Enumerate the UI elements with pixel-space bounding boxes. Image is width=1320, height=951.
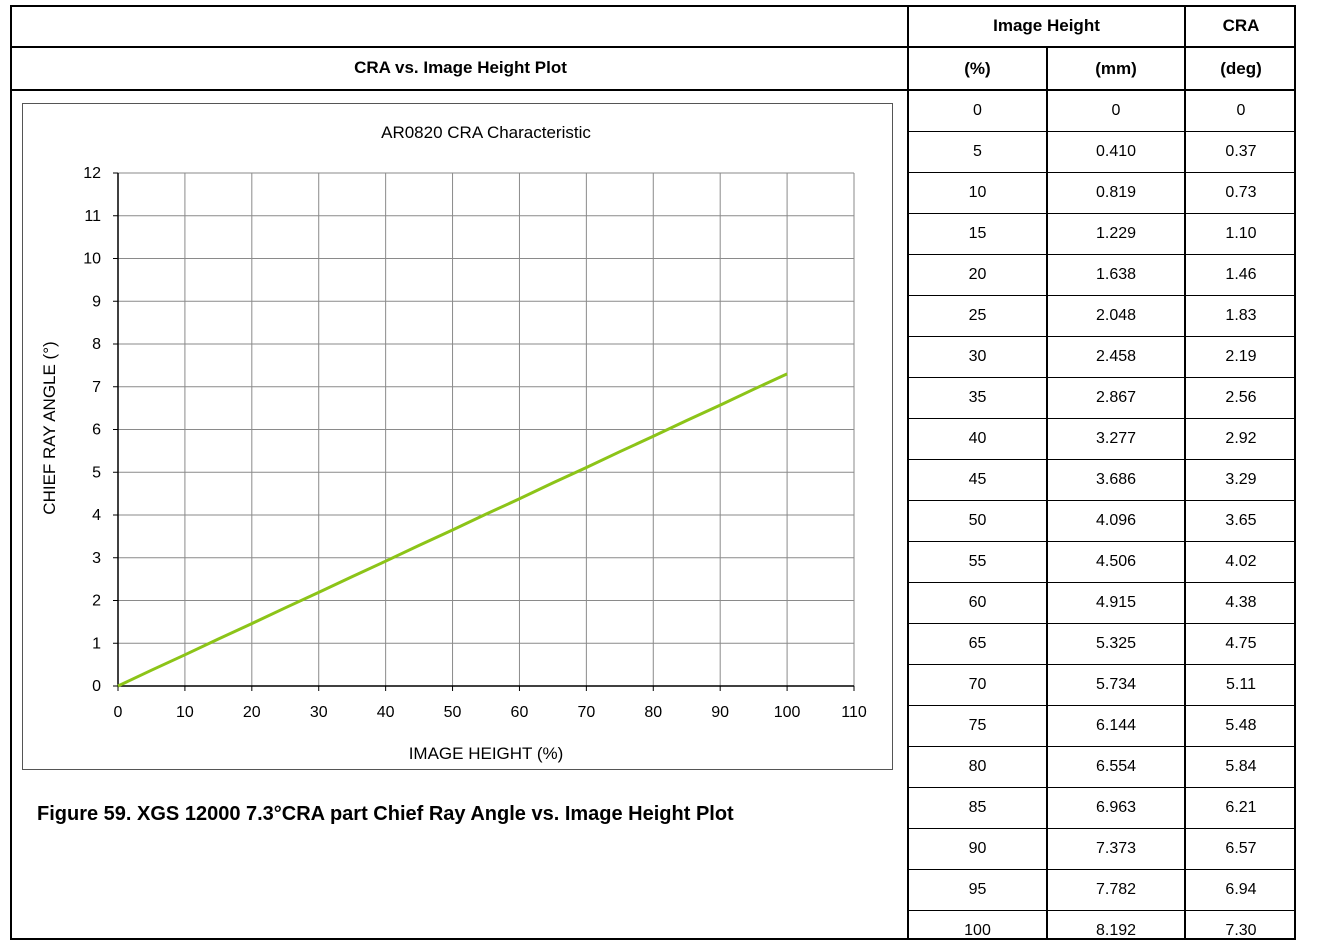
- cell-cra: 1.83: [1225, 307, 1257, 324]
- cell-cra: 0.73: [1225, 184, 1257, 201]
- cell-percent: 85: [968, 799, 987, 816]
- cell-cra: 1.46: [1225, 266, 1257, 283]
- row-divider: [907, 500, 1296, 501]
- cell-percent: 30: [968, 348, 987, 365]
- divider-col-percent-mm: [1046, 46, 1048, 940]
- row-divider: [907, 377, 1296, 378]
- row-divider: [907, 213, 1296, 214]
- cell-percent: 45: [968, 471, 987, 488]
- cell-mm: 4.915: [1095, 594, 1137, 611]
- cell-cra: 5.84: [1225, 758, 1257, 775]
- row-divider: [907, 131, 1296, 132]
- cell-mm: 6.144: [1095, 717, 1137, 734]
- cell-percent: 65: [968, 635, 987, 652]
- cell-percent: 55: [968, 553, 987, 570]
- subheader-mm: (mm): [1095, 58, 1137, 78]
- row-divider: [907, 541, 1296, 542]
- cell-mm: 3.686: [1095, 471, 1137, 488]
- cell-percent: 100: [964, 922, 991, 939]
- cell-percent: 70: [968, 676, 987, 693]
- cell-mm: 0.819: [1095, 184, 1137, 201]
- cell-mm: 4.506: [1095, 553, 1137, 570]
- cell-percent: 90: [968, 840, 987, 857]
- cell-percent: 0: [973, 102, 982, 119]
- divider-col-mm-deg: [1184, 5, 1186, 940]
- cell-mm: 1.229: [1095, 225, 1137, 242]
- figure-frame: [10, 5, 1296, 940]
- cell-percent: 40: [968, 430, 987, 447]
- cell-mm: 0: [1111, 102, 1121, 119]
- cell-cra: 2.19: [1225, 348, 1257, 365]
- row-divider: [907, 172, 1296, 173]
- cell-percent: 75: [968, 717, 987, 734]
- row-divider: [907, 910, 1296, 911]
- row-divider: [907, 295, 1296, 296]
- cell-mm: 0.410: [1095, 143, 1137, 160]
- cell-cra: 3.29: [1225, 471, 1257, 488]
- cell-cra: 7.30: [1225, 922, 1257, 939]
- cell-cra: 0.37: [1225, 143, 1257, 160]
- cell-percent: 60: [968, 594, 987, 611]
- cell-cra: 6.94: [1225, 881, 1257, 898]
- cell-cra: 6.57: [1225, 840, 1257, 857]
- cell-mm: 1.638: [1095, 266, 1137, 283]
- cell-percent: 80: [968, 758, 987, 775]
- cell-mm: 7.373: [1095, 840, 1137, 857]
- cell-percent: 25: [968, 307, 987, 324]
- cell-cra: 5.48: [1225, 717, 1257, 734]
- subheader-percent: (%): [964, 58, 991, 78]
- row-divider: [907, 869, 1296, 870]
- row-divider: [907, 705, 1296, 706]
- row-divider: [907, 254, 1296, 255]
- cell-mm: 2.048: [1095, 307, 1137, 324]
- chart-frame: [22, 103, 893, 770]
- header-cra: CRA: [1222, 15, 1260, 35]
- row-divider: [907, 582, 1296, 583]
- row-divider: [907, 746, 1296, 747]
- cell-percent: 95: [968, 881, 987, 898]
- cell-mm: 4.096: [1095, 512, 1137, 529]
- cell-cra: 6.21: [1225, 799, 1257, 816]
- cell-mm: 8.192: [1095, 922, 1137, 939]
- cell-cra: 2.92: [1225, 430, 1257, 447]
- cell-cra: 4.38: [1225, 594, 1257, 611]
- cell-percent: 20: [968, 266, 987, 283]
- row-divider: [907, 418, 1296, 419]
- cell-percent: 50: [968, 512, 987, 529]
- row-divider: [907, 336, 1296, 337]
- cell-cra: 2.56: [1225, 389, 1257, 406]
- cell-cra: 4.75: [1225, 635, 1257, 652]
- cell-cra: 0: [1236, 102, 1246, 119]
- cell-percent: 10: [968, 184, 987, 201]
- row-divider: [907, 623, 1296, 624]
- cell-mm: 6.554: [1095, 758, 1137, 775]
- subheader-deg: (deg): [1220, 58, 1262, 78]
- cell-mm: 6.963: [1095, 799, 1137, 816]
- row-divider: [907, 828, 1296, 829]
- row-divider: [907, 664, 1296, 665]
- divider-header-bottom: [10, 89, 1296, 91]
- cell-cra: 3.65: [1225, 512, 1257, 529]
- divider-header-top: [10, 46, 1296, 48]
- cell-mm: 2.867: [1095, 389, 1137, 406]
- plot-header: CRA vs. Image Height Plot: [354, 57, 567, 77]
- cell-cra: 4.02: [1225, 553, 1257, 570]
- header-image-height: Image Height: [993, 15, 1100, 35]
- cell-percent: 35: [968, 389, 987, 406]
- cell-mm: 5.325: [1095, 635, 1137, 652]
- cell-mm: 3.277: [1095, 430, 1137, 447]
- figure-caption: Figure 59. XGS 12000 7.3°CRA part Chief …: [37, 803, 734, 825]
- cell-mm: 5.734: [1095, 676, 1137, 693]
- cell-cra: 1.10: [1225, 225, 1257, 242]
- cell-percent: 15: [968, 225, 987, 242]
- cell-percent: 5: [973, 143, 982, 160]
- row-divider: [907, 459, 1296, 460]
- row-divider: [907, 787, 1296, 788]
- cell-mm: 2.458: [1095, 348, 1137, 365]
- cell-cra: 5.11: [1226, 676, 1256, 693]
- divider-plot-table: [907, 5, 909, 940]
- cell-mm: 7.782: [1095, 881, 1137, 898]
